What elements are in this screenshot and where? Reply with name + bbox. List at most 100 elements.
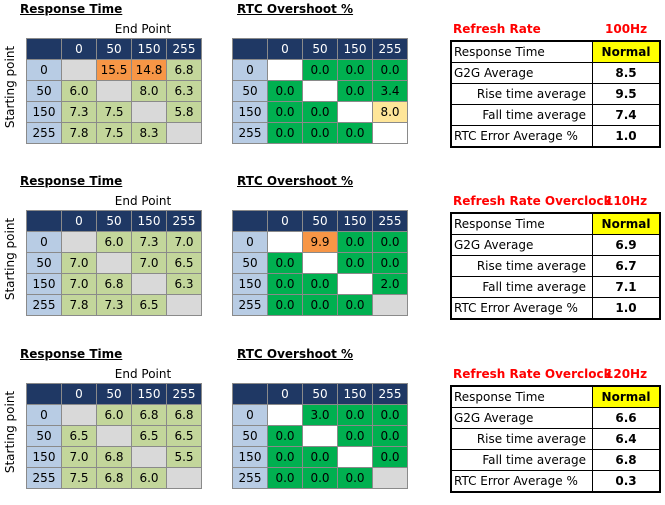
row-header: 0 (26, 59, 62, 81)
stats-value: 8.5 (592, 62, 661, 84)
data-cell: 0.0 (337, 80, 373, 102)
data-cell: 15.5 (96, 59, 132, 81)
rtc-overshoot-table: 0 50 150 255 0 3.0 0.0 0.0 50 0.0 0.0 0.0 150 0.0 0.0 0… (232, 383, 408, 489)
stats-row: Response Time Normal (450, 385, 661, 408)
row-header: 50 (26, 252, 62, 274)
corner-cell (26, 383, 62, 405)
rtc-overshoot-table: 0 50 150 255 0 9.9 0.0 0.0 50 0.0 0.0 0.0 150 0.0 0.0 2… (232, 210, 408, 316)
data-cell: 6.8 (96, 446, 132, 468)
data-cell (267, 59, 303, 81)
stats-label: G2G Average (450, 407, 593, 429)
stats-row: G2G Average 6.6 (450, 407, 661, 429)
data-cell (96, 425, 132, 447)
data-cell: 0.0 (372, 231, 408, 253)
data-cell: 0.0 (337, 404, 373, 426)
data-cell: 5.5 (166, 446, 202, 468)
data-cell: 7.3 (96, 294, 132, 316)
table-row: 255 0.0 0.0 0.0 (232, 294, 408, 316)
data-cell (302, 252, 338, 274)
response-time-table: 0 50 150 255 0 6.0 6.8 6.8 50 6.5 6.5 6.5 150 7.0 6.8 5… (26, 383, 202, 489)
data-cell: 0.0 (267, 467, 303, 489)
stats-value: 6.4 (592, 428, 661, 450)
row-header: 255 (232, 467, 268, 489)
stats-row: RTC Error Average % 1.0 (450, 297, 661, 320)
response-time-table: 0 50 150 255 0 15.5 14.8 6.8 50 6.0 8.0 6.3 150 7.3 7.… (26, 38, 202, 144)
data-cell: 8.3 (131, 122, 167, 144)
data-cell: 0.0 (302, 273, 338, 295)
data-cell: 6.0 (96, 231, 132, 253)
rtc-overshoot-table: 0 50 150 255 0 0.0 0.0 0.0 50 0.0 0.0 3.4 150 0.0 0.0 8… (232, 38, 408, 144)
refresh-rate-label: Refresh Rate Overclock (453, 367, 612, 381)
data-cell: 0.0 (372, 59, 408, 81)
refresh-rate-value: 100Hz (605, 22, 648, 36)
data-cell: 0.0 (372, 446, 408, 468)
stats-row: Rise time average 6.7 (450, 255, 661, 277)
starting-point-label: Starting point (3, 45, 17, 129)
data-cell: 0.0 (302, 446, 338, 468)
data-cell (96, 80, 132, 102)
data-cell: 0.0 (337, 59, 373, 81)
data-cell: 0.0 (372, 425, 408, 447)
data-cell: 0.0 (302, 59, 338, 81)
stats-label: Rise time average (450, 255, 593, 277)
data-cell: 6.3 (166, 80, 202, 102)
column-header: 0 (61, 38, 97, 60)
data-cell: 7.0 (166, 231, 202, 253)
data-cell (267, 231, 303, 253)
row-header: 0 (232, 231, 268, 253)
measurement-block: Response Time RTC Overshoot % End Point Sta… (0, 172, 665, 332)
data-cell: 0.0 (372, 404, 408, 426)
table-row: 0 3.0 0.0 0.0 (232, 404, 408, 426)
data-cell: 0.0 (337, 467, 373, 489)
stats-label: Response Time (450, 212, 593, 235)
stats-row: Response Time Normal (450, 40, 661, 63)
stats-label: Response Time (450, 40, 593, 63)
data-cell: 7.3 (61, 101, 97, 123)
stats-value: 1.0 (592, 125, 661, 148)
data-cell: 7.8 (61, 122, 97, 144)
data-cell: 6.0 (61, 80, 97, 102)
corner-cell (26, 210, 62, 232)
row-header: 150 (232, 101, 268, 123)
column-header: 50 (96, 210, 132, 232)
stats-label: Rise time average (450, 428, 593, 450)
corner-cell (26, 38, 62, 60)
row-header: 50 (232, 80, 268, 102)
measurement-block: Response Time RTC Overshoot % End Point Sta… (0, 345, 665, 505)
row-header: 255 (26, 122, 62, 144)
stats-row: Response Time Normal (450, 212, 661, 235)
column-header: 50 (96, 38, 132, 60)
data-cell: 0.0 (267, 273, 303, 295)
end-point-label: End Point (114, 367, 172, 381)
stats-value: 6.9 (592, 234, 661, 256)
data-cell: 0.0 (302, 467, 338, 489)
data-cell: 0.0 (337, 425, 373, 447)
row-header: 150 (232, 273, 268, 295)
table-row: 50 0.0 0.0 0.0 (232, 425, 408, 447)
table-row: 50 6.0 8.0 6.3 (26, 80, 202, 102)
table-row: 0 9.9 0.0 0.0 (232, 231, 408, 253)
row-header: 255 (26, 467, 62, 489)
table-row: 50 0.0 0.0 0.0 (232, 252, 408, 274)
corner-cell (232, 210, 268, 232)
data-cell: 0.0 (267, 122, 303, 144)
stats-row: RTC Error Average % 0.3 (450, 470, 661, 493)
data-cell: 3.4 (372, 80, 408, 102)
data-cell (61, 404, 97, 426)
data-cell: 3.0 (302, 404, 338, 426)
data-cell: 6.5 (166, 252, 202, 274)
stats-row: Fall time average 6.8 (450, 449, 661, 471)
rtc-overshoot-title: RTC Overshoot % (237, 347, 354, 361)
data-cell (337, 273, 373, 295)
column-header: 150 (131, 38, 167, 60)
table-row: 0 0.0 0.0 0.0 (232, 59, 408, 81)
data-cell (166, 122, 202, 144)
data-cell: 0.0 (302, 294, 338, 316)
row-header: 0 (232, 59, 268, 81)
stats-row: Fall time average 7.4 (450, 104, 661, 126)
row-header: 0 (26, 231, 62, 253)
data-cell (131, 273, 167, 295)
starting-point-label: Starting point (3, 390, 17, 474)
row-header: 255 (26, 294, 62, 316)
data-cell (131, 446, 167, 468)
